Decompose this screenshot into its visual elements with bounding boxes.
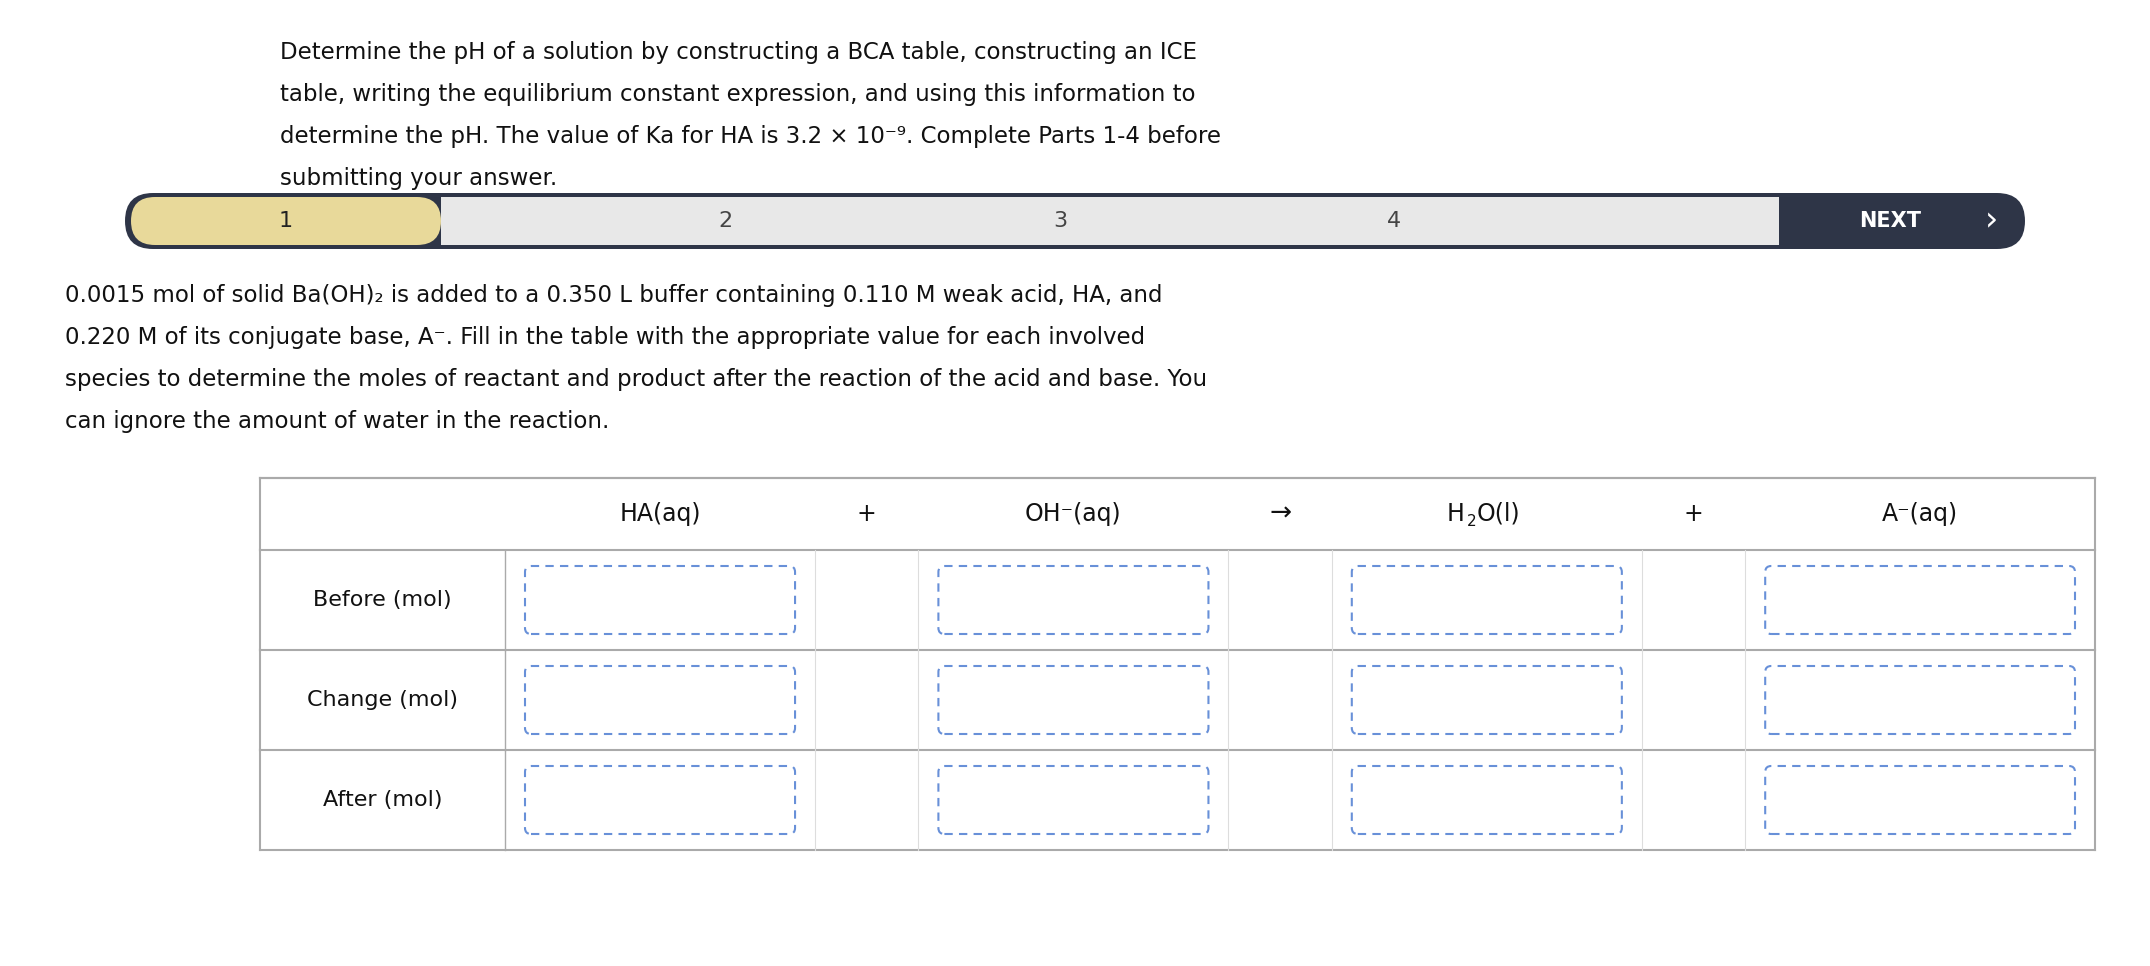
FancyBboxPatch shape [131, 197, 441, 245]
Text: submitting your answer.: submitting your answer. [280, 167, 557, 190]
Text: table, writing the equilibrium constant expression, and using this information t: table, writing the equilibrium constant … [280, 83, 1195, 106]
FancyBboxPatch shape [937, 566, 1208, 634]
Text: After (mol): After (mol) [322, 790, 443, 810]
Text: 0.220 M of its conjugate base, A⁻. Fill in the table with the appropriate value : 0.220 M of its conjugate base, A⁻. Fill … [64, 326, 1146, 349]
FancyBboxPatch shape [441, 197, 1778, 245]
Text: Change (mol): Change (mol) [307, 690, 458, 710]
Text: A⁻(aq): A⁻(aq) [1881, 502, 1959, 526]
Text: ›: › [1984, 205, 2000, 238]
FancyBboxPatch shape [525, 566, 796, 634]
FancyBboxPatch shape [525, 666, 796, 734]
FancyBboxPatch shape [1765, 666, 2075, 734]
Text: can ignore the amount of water in the reaction.: can ignore the amount of water in the re… [64, 410, 608, 433]
FancyBboxPatch shape [1765, 566, 2075, 634]
Text: 1: 1 [280, 211, 292, 231]
Text: →: → [1268, 501, 1292, 527]
Text: HA(aq): HA(aq) [619, 502, 701, 526]
Text: OH⁻(aq): OH⁻(aq) [1026, 502, 1122, 526]
FancyBboxPatch shape [1352, 566, 1621, 634]
FancyBboxPatch shape [1352, 766, 1621, 834]
FancyBboxPatch shape [937, 766, 1208, 834]
Text: O(l): O(l) [1477, 502, 1520, 526]
Text: 0.0015 mol of solid Ba(OH)₂ is added to a 0.350 L buffer containing 0.110 M weak: 0.0015 mol of solid Ba(OH)₂ is added to … [64, 284, 1163, 307]
FancyBboxPatch shape [1765, 766, 2075, 834]
Text: 3: 3 [1054, 211, 1066, 231]
FancyBboxPatch shape [1352, 666, 1621, 734]
Text: Determine the pH of a solution by constructing a BCA table, constructing an ICE: Determine the pH of a solution by constr… [280, 41, 1198, 64]
FancyBboxPatch shape [937, 666, 1208, 734]
FancyBboxPatch shape [1791, 195, 2021, 247]
FancyBboxPatch shape [525, 766, 796, 834]
Text: species to determine the moles of reactant and product after the reaction of the: species to determine the moles of reacta… [64, 368, 1206, 391]
Text: 4: 4 [1387, 211, 1402, 231]
Text: Before (mol): Before (mol) [314, 590, 452, 610]
Text: 2: 2 [1466, 515, 1477, 529]
Text: +: + [1683, 502, 1703, 526]
FancyBboxPatch shape [125, 193, 2025, 249]
Text: determine the pH. The value of Ka for HA is 3.2 × 10⁻⁹. Complete Parts 1-4 befor: determine the pH. The value of Ka for HA… [280, 125, 1221, 148]
Text: +: + [858, 502, 877, 526]
Text: H: H [1447, 502, 1464, 526]
Text: 2: 2 [718, 211, 733, 231]
Text: NEXT: NEXT [1860, 211, 1920, 231]
